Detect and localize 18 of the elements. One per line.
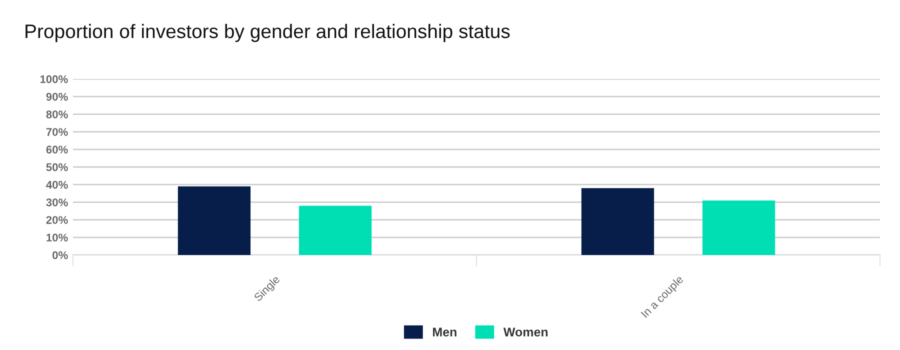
y-tick-label: 10%	[46, 234, 68, 242]
y-tick-label: 20%	[46, 216, 68, 224]
y-tick-label: 70%	[46, 128, 68, 136]
chart-title: Proportion of investors by gender and relationship status	[26, 24, 510, 42]
bar	[702, 200, 776, 255]
y-tick-label: 30%	[46, 198, 68, 206]
y-tick-label: 100%	[40, 75, 68, 84]
bar	[178, 186, 251, 255]
legend-label: Men	[433, 328, 456, 336]
y-tick-label: 50%	[46, 163, 68, 172]
y-tick-label: 90%	[46, 92, 68, 101]
y-tick-label: 0%	[52, 251, 68, 260]
y-tick-label: 60%	[46, 146, 68, 154]
bar	[581, 188, 654, 255]
y-tick-label: 80%	[46, 110, 68, 118]
bar	[298, 206, 372, 255]
y-tick-label: 40%	[46, 180, 68, 189]
legend-label: Women	[503, 328, 548, 336]
